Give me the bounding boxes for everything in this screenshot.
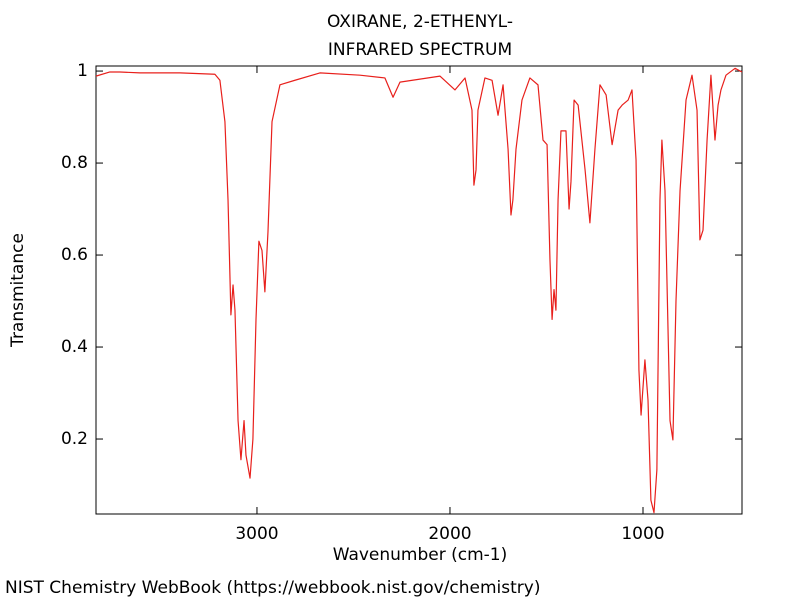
x-tick-label: 3000 <box>235 524 278 544</box>
y-tick-label: 0.8 <box>61 153 88 173</box>
y-tick-label: 0.6 <box>61 245 88 265</box>
y-tick-label: 0.4 <box>61 337 88 357</box>
x-tick-label: 1000 <box>621 524 664 544</box>
y-axis-label: Transmitance <box>8 233 28 348</box>
plot-frame <box>95 65 743 515</box>
spectrum-line <box>95 67 743 514</box>
x-tick-label: 2000 <box>428 524 471 544</box>
footer: NIST Chemistry WebBook (https://webbook.… <box>5 578 540 598</box>
chart-subtitle: INFRARED SPECTRUM <box>328 40 512 60</box>
x-axis-label: Wavenumber (cm-1) <box>333 545 508 565</box>
y-tick-label: 1 <box>77 61 88 81</box>
y-tick-label: 0.2 <box>61 429 88 449</box>
chart-title: OXIRANE, 2-ETHENYL- <box>327 12 513 32</box>
